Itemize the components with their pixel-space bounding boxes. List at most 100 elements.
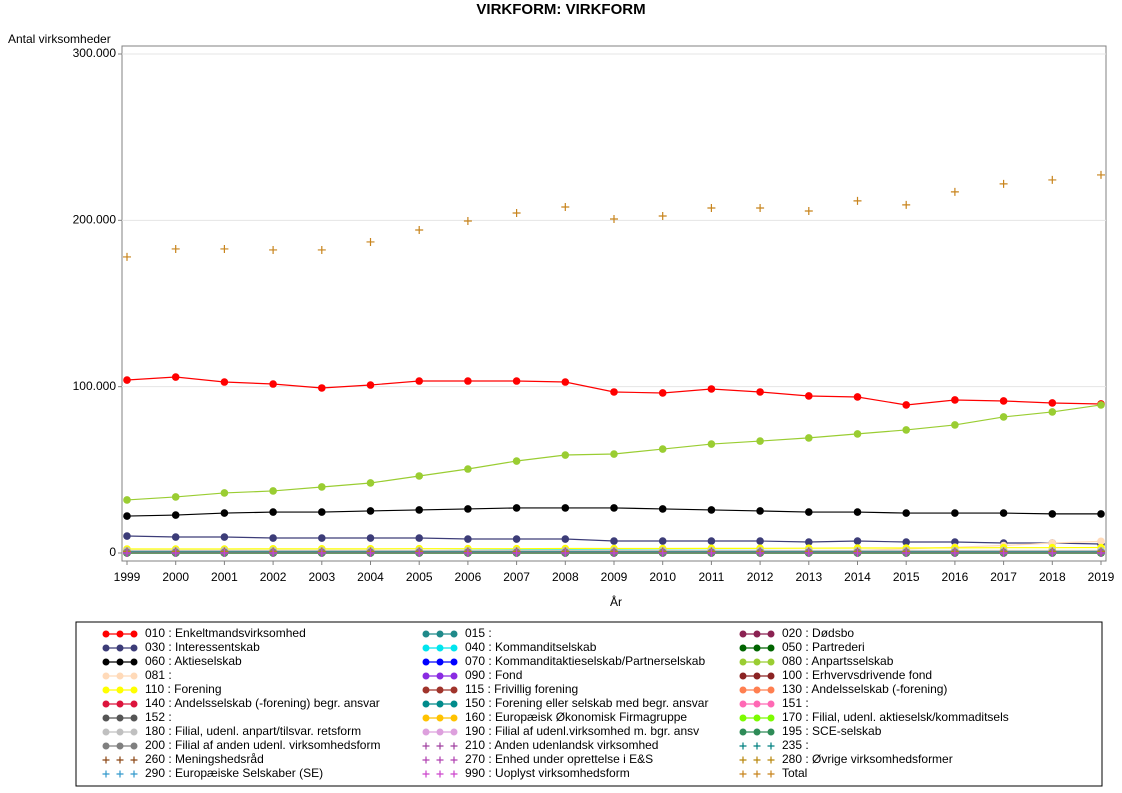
data-point — [512, 209, 521, 218]
legend-symbol — [450, 686, 458, 694]
data-point — [171, 373, 180, 381]
data-point — [1097, 401, 1105, 409]
data-point — [853, 549, 862, 557]
data-point — [561, 535, 570, 543]
legend-symbol — [130, 756, 138, 764]
data-point — [1048, 549, 1057, 557]
data-point — [123, 512, 131, 520]
legend-label: Total — [782, 766, 807, 780]
legend-symbol — [422, 644, 430, 652]
data-point — [950, 549, 959, 557]
x-tick-label: 2005 — [406, 570, 433, 584]
legend-symbol — [130, 672, 138, 680]
legend-label: 290 : Europæiske Selskaber (SE) — [145, 766, 323, 780]
data-point — [610, 537, 618, 545]
data-point — [561, 451, 570, 459]
data-point — [610, 388, 618, 396]
y-tick-label: 300.000 — [73, 46, 117, 60]
data-point — [123, 532, 131, 540]
legend-label: 151 : — [782, 696, 809, 710]
data-point — [658, 445, 667, 453]
data-point — [610, 215, 618, 224]
legend-symbol — [116, 700, 124, 708]
legend-symbol — [450, 700, 458, 708]
data-point — [707, 204, 716, 213]
x-tick-label: 2010 — [649, 570, 676, 584]
legend-symbol — [450, 672, 458, 680]
legend-symbol — [102, 644, 110, 652]
legend-symbol — [436, 742, 444, 750]
data-point — [269, 508, 277, 516]
data-point — [902, 509, 910, 517]
legend-symbol — [739, 714, 747, 722]
data-point — [902, 401, 910, 409]
data-point — [269, 245, 278, 254]
legend-symbol — [436, 756, 444, 764]
data-point — [269, 549, 278, 557]
y-tick-label: 200.000 — [73, 213, 117, 227]
series-layer — [123, 170, 1105, 557]
legend-symbol — [436, 728, 444, 736]
legend-label: 040 : Kommanditselskab — [465, 640, 597, 654]
y-tick-label: 100.000 — [73, 379, 117, 393]
data-point — [463, 216, 472, 225]
data-point — [902, 549, 911, 557]
data-point — [123, 549, 131, 557]
data-point — [1097, 510, 1105, 518]
legend-symbol — [116, 742, 124, 750]
legend-symbol — [753, 686, 761, 694]
y-axis-label: Antal virksomheder — [8, 32, 111, 46]
legend-symbol — [753, 644, 761, 652]
data-point — [512, 504, 521, 512]
data-point — [902, 200, 911, 209]
legend-symbol — [436, 770, 444, 778]
legend-label: 280 : Øvrige virksomhedsformer — [782, 752, 953, 766]
x-tick-label: 2014 — [844, 570, 871, 584]
legend-symbol — [102, 756, 110, 764]
legend-symbol — [436, 644, 444, 652]
data-point — [463, 549, 472, 557]
legend-symbol — [130, 714, 138, 722]
legend-symbol — [739, 770, 747, 778]
legend-symbol — [753, 728, 761, 736]
data-point — [804, 207, 813, 216]
data-point — [658, 549, 667, 557]
data-point — [805, 392, 813, 400]
legend-symbol — [436, 672, 444, 680]
data-point — [561, 504, 570, 512]
legend-symbol — [753, 672, 761, 680]
plot-frame — [121, 45, 1107, 562]
data-point — [318, 534, 326, 542]
legend-label: 030 : Interessentskab — [145, 640, 260, 654]
legend-symbol — [739, 700, 747, 708]
data-point — [1048, 175, 1057, 184]
legend-symbol — [130, 700, 138, 708]
legend-label: 010 : Enkeltmandsvirksomhed — [145, 626, 306, 640]
data-point — [853, 537, 862, 545]
data-point — [1097, 170, 1105, 179]
x-axis-label: År — [610, 594, 622, 609]
legend-symbol — [767, 728, 775, 736]
legend-symbol — [422, 686, 430, 694]
data-point — [366, 534, 375, 542]
x-tick-label: 2000 — [162, 570, 189, 584]
legend-symbol — [739, 686, 747, 694]
legend-label: 130 : Andelsselskab (-forening) — [782, 682, 947, 696]
data-point — [220, 244, 229, 253]
data-point — [415, 549, 424, 557]
legend-symbol — [422, 700, 430, 708]
data-point — [366, 381, 375, 389]
data-point — [658, 389, 667, 397]
legend-label: 060 : Aktieselskab — [145, 654, 242, 668]
legend-symbol — [767, 756, 775, 764]
legend-symbol — [767, 700, 775, 708]
legend-symbol — [422, 770, 430, 778]
legend-symbol — [753, 630, 761, 638]
data-point — [269, 534, 277, 542]
legend-symbol — [102, 658, 110, 666]
data-point — [853, 196, 862, 205]
data-point — [220, 549, 229, 557]
legend-symbol — [116, 630, 124, 638]
data-point — [171, 549, 180, 557]
legend-symbol — [767, 630, 775, 638]
